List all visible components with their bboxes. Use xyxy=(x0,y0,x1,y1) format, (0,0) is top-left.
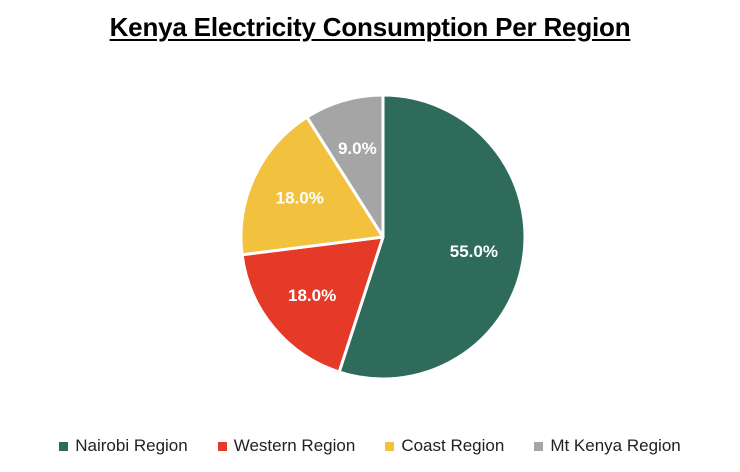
pie-slice-coast xyxy=(239,115,385,257)
legend: Nairobi Region Western Region Coast Regi… xyxy=(0,436,740,456)
legend-item-mt-kenya: Mt Kenya Region xyxy=(534,436,681,456)
legend-label-nairobi: Nairobi Region xyxy=(75,436,188,455)
legend-label-coast: Coast Region xyxy=(401,436,505,455)
legend-item-western: Western Region xyxy=(217,436,356,456)
data-label-western: 18.0% xyxy=(288,286,336,305)
data-label-nairobi: 55.0% xyxy=(450,242,498,261)
legend-swatch-nairobi xyxy=(59,441,69,451)
legend-label-western: Western Region xyxy=(233,436,356,455)
legend-swatch-coast xyxy=(385,441,395,451)
legend-item-nairobi: Nairobi Region xyxy=(59,436,188,456)
legend-swatch-mt-kenya xyxy=(534,441,544,451)
pie-slice-western xyxy=(240,235,385,374)
legend-item-coast: Coast Region xyxy=(385,436,504,456)
pie-slices xyxy=(239,93,527,381)
legend-swatch-western xyxy=(217,441,227,451)
data-label-coast: 18.0% xyxy=(276,188,324,207)
pie-slice-nairobi xyxy=(337,93,527,381)
pie-slice-labels: 55.0% 18.0% 18.0% 9.0% xyxy=(276,139,498,305)
chart-title: Kenya Electricity Consumption Per Region xyxy=(109,12,631,42)
legend-label-mt-kenya: Mt Kenya Region xyxy=(550,436,681,455)
data-label-mt-kenya: 9.0% xyxy=(338,139,377,158)
pie-slice-mt-kenya xyxy=(305,93,385,239)
